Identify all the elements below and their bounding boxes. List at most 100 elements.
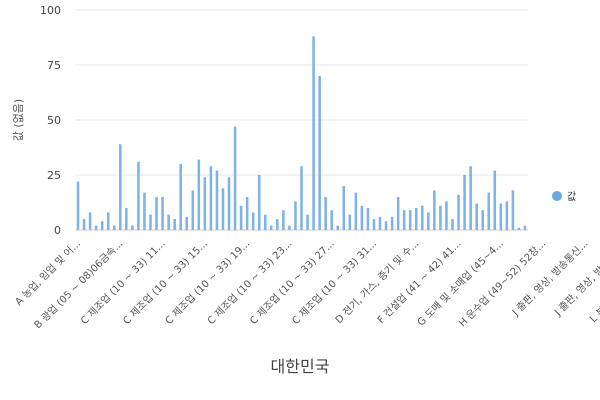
bar[interactable] bbox=[360, 205, 364, 230]
bar[interactable] bbox=[294, 201, 297, 230]
bar[interactable] bbox=[384, 221, 388, 230]
bar[interactable] bbox=[276, 219, 279, 230]
bar[interactable] bbox=[475, 203, 478, 230]
x-tick-label: D 전기, 가스, 증기 및 수... bbox=[333, 238, 421, 326]
bar[interactable] bbox=[119, 144, 122, 230]
bar[interactable] bbox=[402, 210, 406, 230]
bar[interactable] bbox=[112, 225, 116, 230]
bar[interactable] bbox=[100, 221, 104, 230]
bar[interactable] bbox=[155, 197, 158, 230]
x-axis-label: 대한민국 bbox=[271, 357, 330, 376]
bar[interactable] bbox=[88, 212, 92, 230]
bar[interactable] bbox=[378, 216, 382, 230]
bar[interactable] bbox=[143, 192, 146, 230]
bar[interactable] bbox=[203, 177, 207, 230]
bar[interactable] bbox=[94, 225, 98, 230]
bar[interactable] bbox=[487, 192, 491, 230]
bar[interactable] bbox=[408, 210, 412, 230]
x-tick-label: C 제조업 (10 ~ 33) 31... bbox=[289, 237, 379, 327]
bar[interactable] bbox=[161, 197, 164, 230]
bar[interactable] bbox=[282, 210, 285, 230]
bar[interactable] bbox=[499, 203, 503, 230]
bar[interactable] bbox=[457, 194, 460, 230]
legend-marker bbox=[552, 191, 562, 201]
x-tick-label: C 제조업 (10 ~ 33) 19... bbox=[162, 237, 252, 327]
x-tick-label: C 제조업 (10 ~ 33) 23... bbox=[204, 237, 294, 327]
legend-label: 값 bbox=[567, 191, 576, 203]
bar[interactable] bbox=[366, 208, 370, 230]
bar[interactable] bbox=[251, 212, 255, 230]
bar[interactable] bbox=[197, 159, 201, 230]
bar[interactable] bbox=[324, 197, 327, 230]
bar[interactable] bbox=[227, 177, 231, 230]
bar[interactable] bbox=[270, 225, 273, 230]
bar[interactable] bbox=[493, 170, 497, 230]
bar[interactable] bbox=[288, 225, 291, 230]
y-tick-label: 25 bbox=[47, 169, 61, 182]
x-tick-label: B 광업 (05 ~ 08)06금속... bbox=[31, 237, 125, 331]
bar[interactable] bbox=[451, 219, 454, 230]
bar[interactable] bbox=[82, 219, 86, 230]
bar[interactable] bbox=[257, 175, 261, 230]
bar[interactable] bbox=[469, 166, 472, 230]
bar[interactable] bbox=[390, 216, 394, 230]
bar[interactable] bbox=[106, 212, 110, 230]
bar[interactable] bbox=[511, 190, 515, 230]
bar[interactable] bbox=[433, 190, 436, 230]
x-tick-label: J 출판, 영상, 방송통신... bbox=[509, 238, 590, 319]
y-axis-label: 값 (없음) bbox=[12, 99, 25, 141]
x-tick-label: C 제조업 (10 ~ 33) 27... bbox=[247, 237, 337, 327]
bar[interactable] bbox=[312, 36, 315, 231]
bar[interactable] bbox=[209, 166, 213, 230]
bar[interactable] bbox=[445, 201, 448, 230]
bar[interactable] bbox=[191, 190, 195, 230]
bar[interactable] bbox=[131, 225, 134, 230]
legend[interactable]: 값 bbox=[552, 191, 576, 203]
bar[interactable] bbox=[233, 126, 237, 230]
bar[interactable] bbox=[348, 214, 352, 230]
bar[interactable] bbox=[330, 210, 333, 230]
x-tick-label: H 운수업 (49~52) 52창... bbox=[456, 237, 548, 329]
bar[interactable] bbox=[167, 214, 170, 230]
x-tick-label: C 제조업 (10 ~ 33) 11... bbox=[78, 237, 168, 327]
bar[interactable] bbox=[76, 181, 80, 230]
bars bbox=[76, 36, 527, 231]
bar[interactable] bbox=[517, 227, 521, 230]
bar[interactable] bbox=[336, 225, 340, 230]
bar[interactable] bbox=[414, 208, 418, 230]
bar[interactable] bbox=[125, 208, 128, 230]
y-axis: 0 25 50 75 100 bbox=[40, 4, 61, 237]
bar[interactable] bbox=[306, 214, 309, 230]
bar[interactable] bbox=[239, 205, 243, 230]
x-tick-label: C 제조업 (10 ~ 33) 15... bbox=[120, 237, 210, 327]
bar[interactable] bbox=[427, 212, 430, 230]
bar[interactable] bbox=[481, 210, 484, 230]
bar[interactable] bbox=[318, 76, 321, 230]
y-tick-label: 50 bbox=[47, 114, 61, 127]
bar[interactable] bbox=[421, 205, 424, 230]
x-tick-label: G 도매 및 소매업 (45~4... bbox=[414, 237, 506, 329]
bar[interactable] bbox=[342, 186, 346, 230]
bar[interactable] bbox=[149, 214, 152, 230]
bar[interactable] bbox=[173, 219, 176, 230]
bar[interactable] bbox=[179, 164, 182, 230]
bar[interactable] bbox=[439, 205, 442, 230]
bar[interactable] bbox=[185, 216, 189, 230]
bar[interactable] bbox=[354, 192, 358, 230]
x-axis: A 농업, 임업 및 어...B 광업 (05 ~ 08)06금속...C 제조… bbox=[12, 237, 600, 331]
y-tick-label: 100 bbox=[40, 4, 61, 17]
bar[interactable] bbox=[372, 219, 376, 230]
bar[interactable] bbox=[245, 197, 249, 230]
bar[interactable] bbox=[221, 188, 225, 230]
bar[interactable] bbox=[300, 166, 303, 230]
bar[interactable] bbox=[505, 201, 509, 230]
y-tick-label: 75 bbox=[47, 59, 61, 72]
bar[interactable] bbox=[215, 170, 219, 230]
bar[interactable] bbox=[463, 175, 466, 230]
bar[interactable] bbox=[137, 161, 140, 230]
bar[interactable] bbox=[396, 197, 400, 230]
bar[interactable] bbox=[523, 225, 527, 230]
y-tick-label: 0 bbox=[54, 224, 61, 237]
bar[interactable] bbox=[263, 214, 267, 230]
